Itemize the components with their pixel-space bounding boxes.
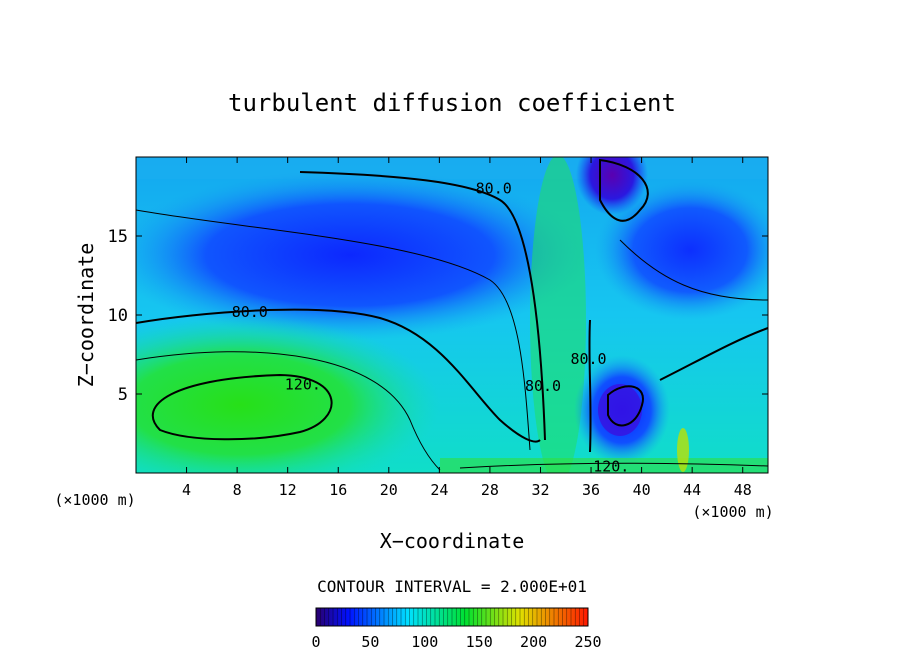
contour-line-core-closed bbox=[607, 385, 644, 427]
heatmap-top-band bbox=[136, 157, 768, 179]
x-axis: 4 8 12 16 20 24 28 32 36 40 44 48 bbox=[182, 157, 752, 499]
contour-line-80-top bbox=[299, 171, 546, 441]
x-tick-label: 20 bbox=[380, 481, 398, 499]
contour-line-thin-1 bbox=[136, 209, 531, 451]
x-axis-label: X−coordinate bbox=[380, 529, 525, 553]
heatmap-low-purple-core bbox=[598, 384, 642, 436]
colorbar-tick-label: 0 bbox=[311, 633, 320, 651]
contour-label: 80.0 bbox=[525, 377, 561, 395]
colorbar-ticks: 0 50 100 150 200 250 bbox=[311, 633, 601, 651]
contour-line-bottom bbox=[459, 462, 768, 469]
colorbar-frame bbox=[315, 607, 589, 627]
y-axis: 5 10 15 bbox=[108, 227, 768, 405]
y-axis-label: Z−coordinate bbox=[74, 243, 98, 388]
x-tick-label: 28 bbox=[481, 481, 499, 499]
colorbar-tick-label: 50 bbox=[361, 633, 379, 651]
contour-line-80-right bbox=[588, 319, 592, 453]
heatmap-green-region bbox=[136, 315, 440, 473]
x-unit-right: (×1000 m) bbox=[692, 503, 773, 521]
x-tick-label: 16 bbox=[329, 481, 347, 499]
colorbar-tick-label: 100 bbox=[411, 633, 438, 651]
contour-label: 80.0 bbox=[570, 350, 606, 368]
y-tick-label: 5 bbox=[118, 385, 128, 405]
heatmap-yellow-spot bbox=[677, 428, 689, 472]
chart-title: turbulent diffusion coefficient bbox=[228, 89, 676, 117]
heatmap-upper-blue-region bbox=[136, 170, 590, 340]
heatmap-purple-core bbox=[576, 157, 648, 215]
contour-label: 80.0 bbox=[476, 180, 512, 198]
x-tick-label: 4 bbox=[182, 481, 191, 499]
contour-interval-text: CONTOUR INTERVAL = 2.000E+01 bbox=[317, 577, 587, 596]
heatmap-field bbox=[136, 157, 768, 473]
contour-line-right-edge bbox=[659, 327, 768, 381]
contour-label: 80.0 bbox=[232, 303, 268, 321]
x-tick-label: 12 bbox=[279, 481, 297, 499]
colorbar-stripes bbox=[319, 608, 585, 626]
contour-label: 120. bbox=[593, 458, 629, 476]
x-tick-label: 32 bbox=[531, 481, 549, 499]
contour-labels: 80.0 120. 80.0 80.0 80.0 120. bbox=[232, 180, 630, 476]
colorbar-tick-label: 150 bbox=[466, 633, 493, 651]
contour-line-120-left bbox=[151, 373, 333, 441]
heatmap-right-blue-region bbox=[595, 180, 768, 320]
contour-line-80-main bbox=[136, 308, 541, 443]
y-tick-label: 15 bbox=[108, 227, 128, 247]
x-tick-label: 36 bbox=[582, 481, 600, 499]
x-tick-label: 48 bbox=[734, 481, 752, 499]
contour-lines bbox=[136, 158, 768, 471]
x-tick-label: 40 bbox=[633, 481, 651, 499]
contour-line-thin-3 bbox=[619, 239, 768, 301]
x-tick-label: 44 bbox=[683, 481, 701, 499]
contour-label: 120. bbox=[285, 376, 321, 394]
x-unit-left: (×1000 m) bbox=[54, 491, 135, 509]
heatmap-column-green bbox=[530, 157, 586, 473]
x-tick-label: 24 bbox=[430, 481, 448, 499]
contour-line-right-closed bbox=[599, 158, 649, 222]
colorbar-tick-label: 200 bbox=[520, 633, 547, 651]
y-tick-label: 10 bbox=[108, 306, 128, 326]
colorbar-tick-label: 250 bbox=[574, 633, 601, 651]
colorbar: 0 50 100 150 200 250 bbox=[311, 607, 602, 651]
x-tick-label: 8 bbox=[233, 481, 242, 499]
contour-line-thin-2 bbox=[136, 351, 441, 471]
